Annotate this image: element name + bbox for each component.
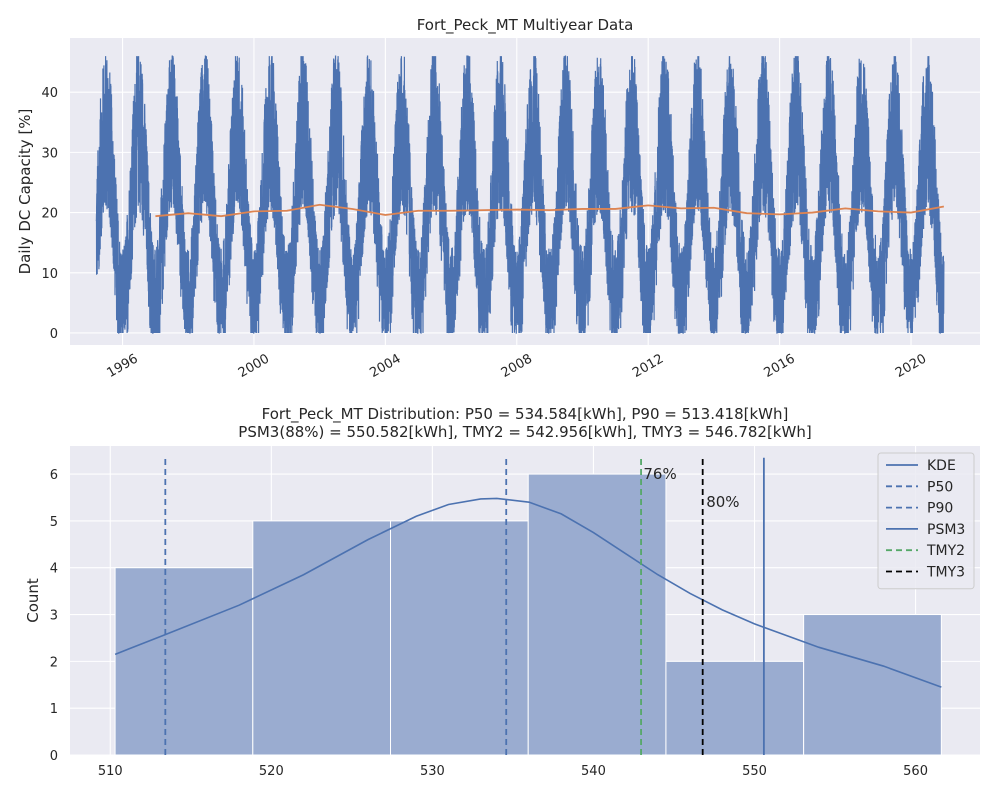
histogram-bar (390, 520, 529, 756)
histogram-bar (527, 473, 667, 756)
legend-label: KDE (927, 458, 956, 474)
distribution-y-tick-label: 1 (50, 702, 58, 717)
multiyear-y-tick-label: 20 (41, 207, 58, 222)
distribution-x-tick-label: 520 (259, 764, 284, 779)
legend-label: P90 (927, 501, 953, 517)
legend-label: P50 (927, 479, 953, 495)
distribution-y-axis-label: Count (24, 578, 42, 623)
distribution-y-tick-label: 3 (50, 609, 58, 624)
percent-annotation: 80% (706, 493, 739, 511)
histogram-bar (114, 567, 254, 756)
distribution-ticks: 510 520 530 540 550 560 0 1 2 3 4 5 6 (50, 468, 928, 779)
distribution-y-tick-label: 5 (50, 515, 58, 530)
histogram-bar (803, 614, 942, 756)
distribution-x-tick-label: 540 (581, 764, 606, 779)
legend-label: TMY2 (926, 543, 965, 559)
multiyear-series (95, 55, 945, 334)
distribution-y-tick-label: 0 (50, 749, 58, 764)
distribution-legend: KDE P50 P90 PSM3 TMY2 TMY3 (877, 452, 975, 590)
distribution-x-tick-label: 560 (903, 764, 928, 779)
distribution-x-tick-label: 510 (98, 764, 123, 779)
distribution-title-line1: Fort_Peck_MT Distribution: P50 = 534.584… (262, 405, 789, 424)
distribution-y-tick-label: 6 (50, 468, 58, 483)
distribution-title-line2: PSM3(88%) = 550.582[kWh], TMY2 = 542.956… (238, 423, 811, 441)
multiyear-title: Fort_Peck_MT Multiyear Data (417, 16, 634, 35)
multiyear-y-tick-label: 30 (41, 146, 58, 161)
histogram-bars (114, 473, 942, 756)
multiyear-y-tick-label: 10 (41, 267, 58, 282)
multiyear-y-tick-label: 40 (41, 86, 58, 101)
daily-capacity-line (95, 55, 945, 334)
legend-label: PSM3 (927, 522, 965, 538)
distribution-x-tick-label: 530 (420, 764, 445, 779)
distribution-y-tick-label: 4 (50, 562, 58, 577)
rolling-mean-line (155, 203, 945, 218)
distribution-x-tick-label: 550 (742, 764, 767, 779)
percent-annotation: 76% (643, 465, 676, 483)
multiyear-y-tick-label: 0 (50, 327, 58, 342)
legend-label: TMY3 (926, 565, 965, 581)
distribution-lines (114, 457, 942, 755)
histogram-bar (252, 520, 392, 756)
distribution-y-tick-label: 2 (50, 655, 58, 670)
multiyear-y-axis-label: Daily DC Capacity [%] (16, 109, 34, 275)
kde-curve (114, 497, 942, 688)
distribution-annotations: 76% 80% (643, 465, 739, 511)
distribution-chart: 510 520 530 540 550 560 0 1 2 3 4 5 6 76% 80% Fort_Pe… (24, 405, 980, 779)
histogram-bar (665, 660, 805, 756)
